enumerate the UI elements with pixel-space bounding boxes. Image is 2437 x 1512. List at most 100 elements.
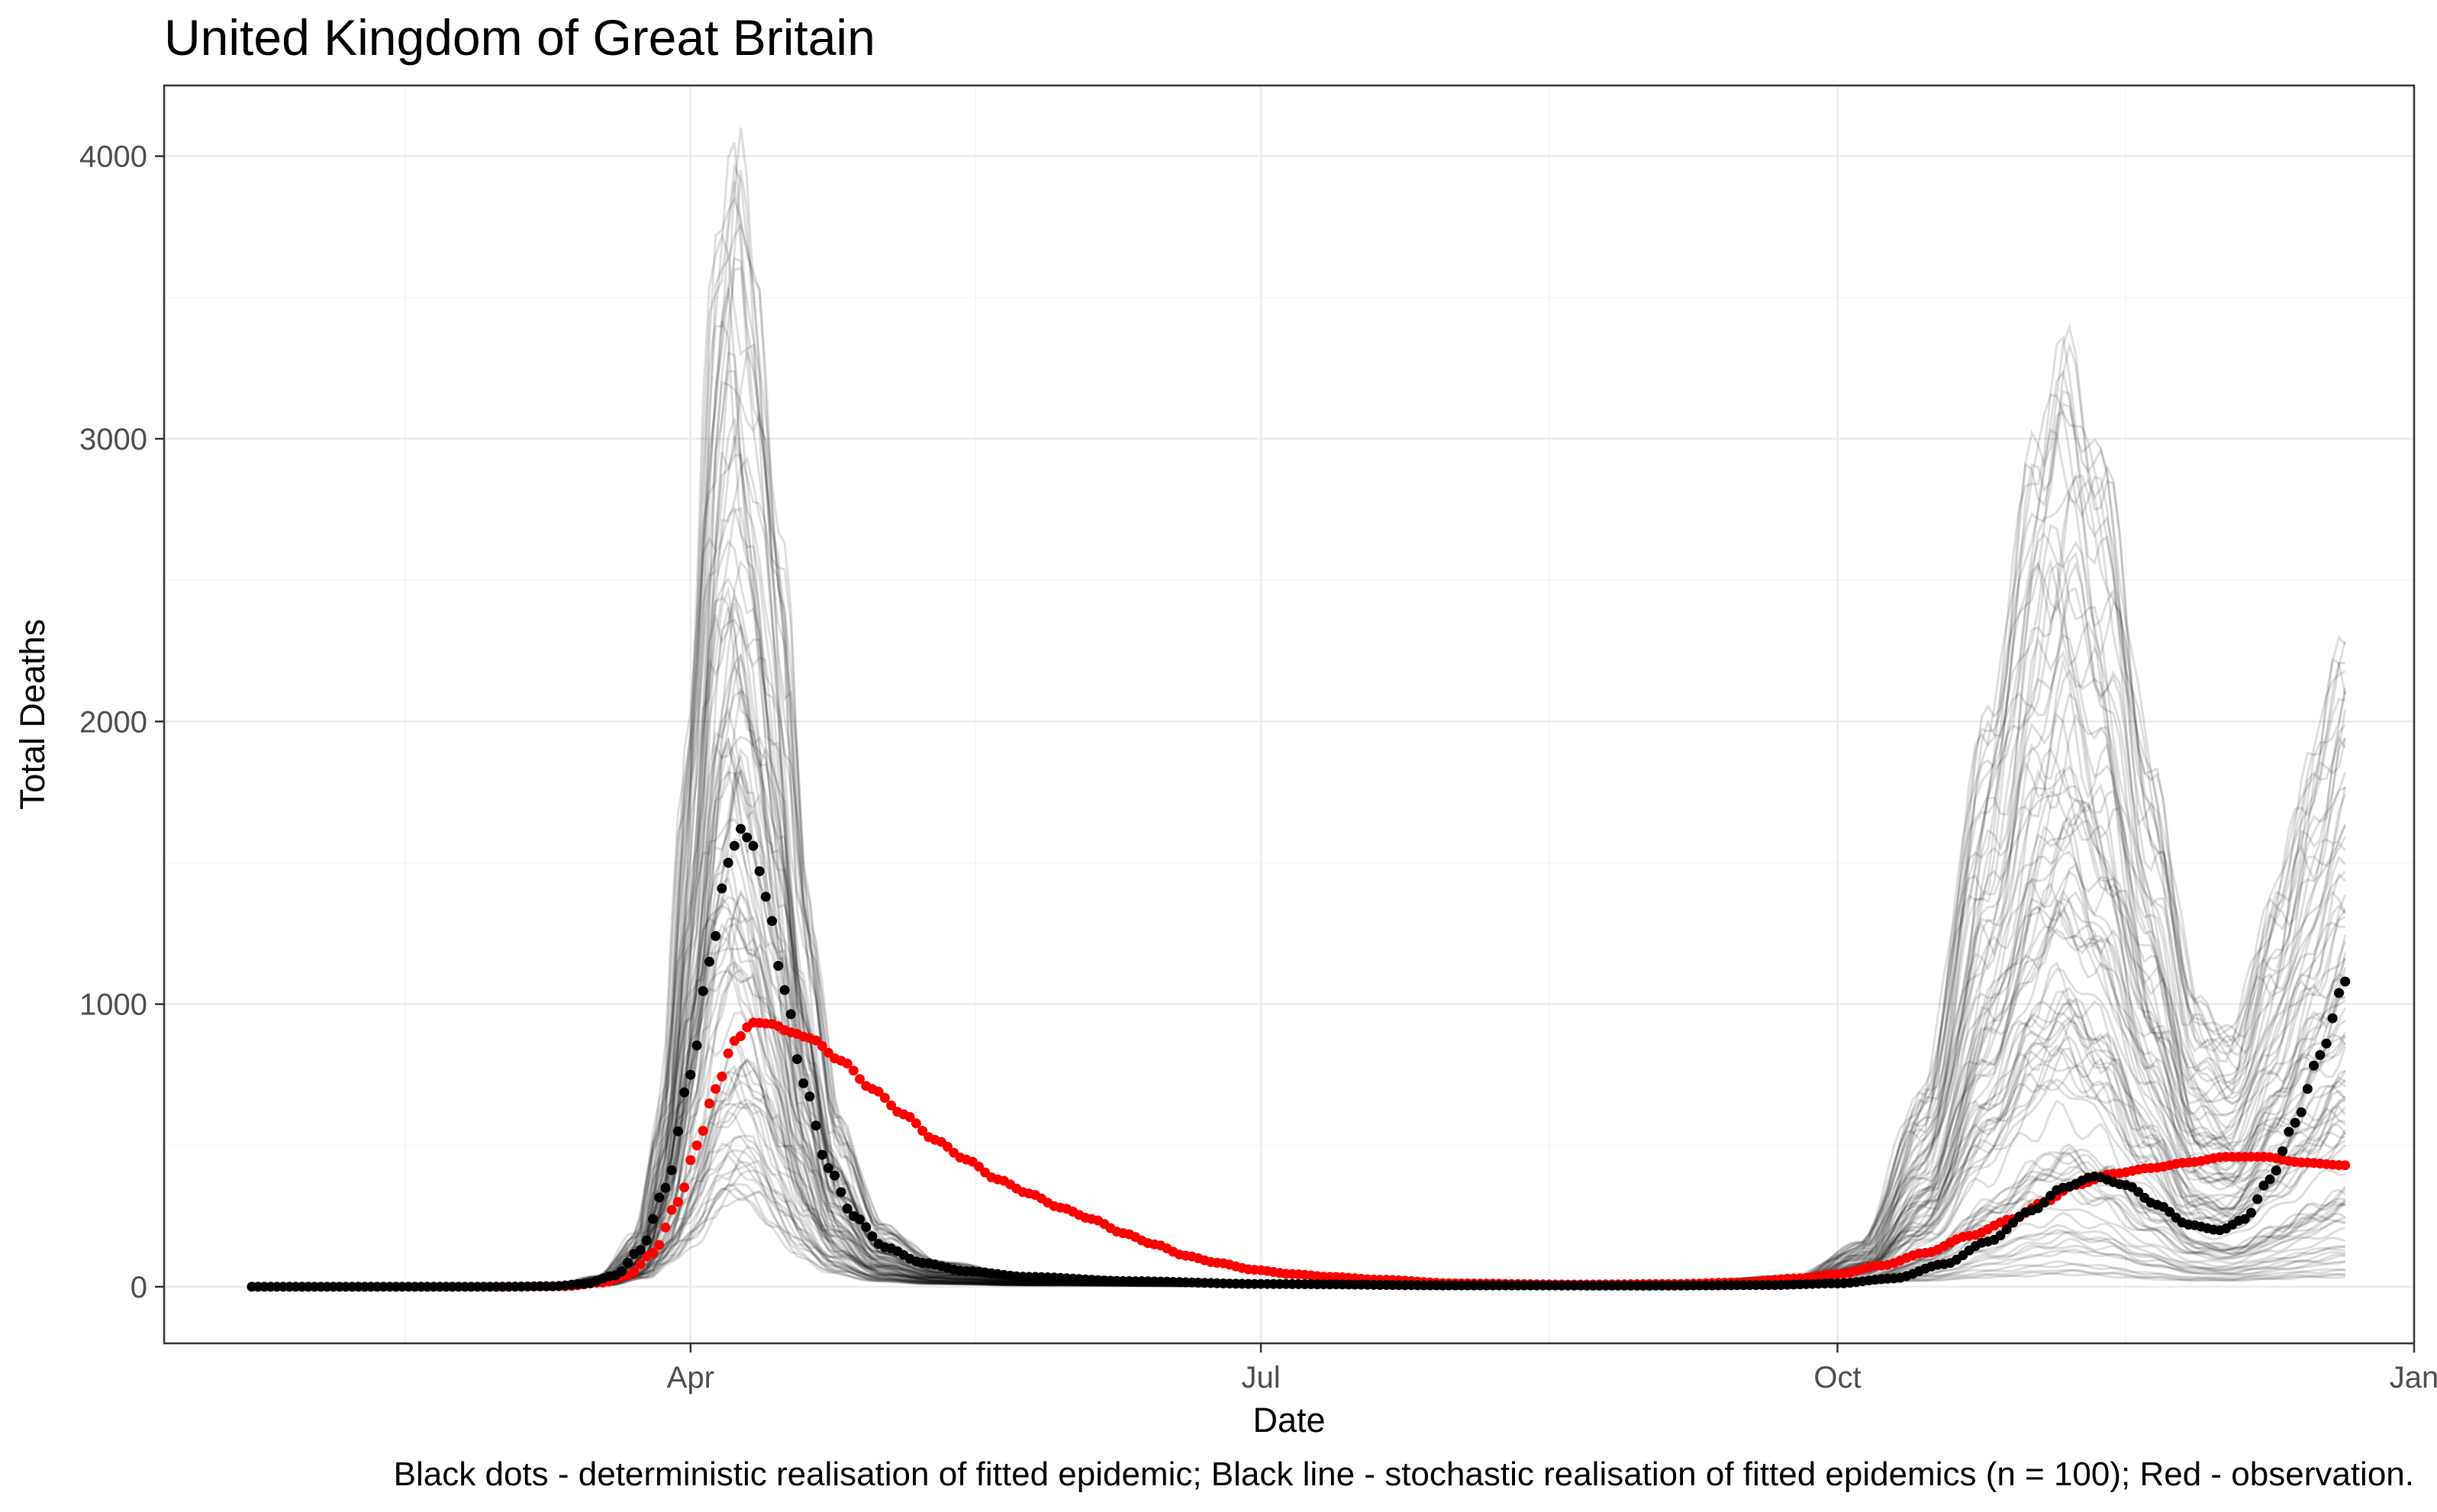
observation-dot (2340, 1160, 2351, 1171)
y-tick-label: 0 (131, 1271, 147, 1304)
deterministic-dot (2296, 1107, 2306, 1117)
observation-dot (917, 1126, 928, 1136)
deterministic-dot (660, 1182, 671, 1193)
deterministic-dot (711, 930, 721, 941)
observation-dot (666, 1204, 677, 1215)
observation-dot (654, 1240, 665, 1250)
deterministic-dot (2315, 1049, 2326, 1060)
deterministic-dot (654, 1192, 665, 1203)
y-axis-title: Total Deaths (13, 619, 52, 810)
y-tick-label: 1000 (79, 988, 147, 1022)
deterministic-dot (672, 1126, 683, 1136)
deterministic-dot (791, 1054, 802, 1065)
plot-border (163, 84, 2416, 1345)
observation-dot (685, 1155, 696, 1165)
observation-dot (855, 1074, 865, 1085)
observation-dot (660, 1222, 671, 1233)
plot-panel (164, 85, 2414, 1343)
deterministic-dot (2265, 1174, 2275, 1185)
deterministic-dot (2165, 1207, 2175, 1217)
deterministic-dot (773, 960, 784, 971)
deterministic-dot (648, 1214, 658, 1224)
deterministic-dot (2239, 1214, 2250, 1224)
observation-dot (904, 1112, 915, 1122)
deterministic-dot (617, 1266, 627, 1277)
deterministic-dot (2271, 1165, 2281, 1176)
deterministic-dot (666, 1165, 677, 1175)
deterministic-dot (767, 916, 777, 927)
grid-minor (164, 85, 2414, 1343)
deterministic-dot (867, 1231, 878, 1242)
deterministic-dot (2246, 1207, 2256, 1218)
deterministic-dot (2284, 1127, 2294, 1137)
chart-title: United Kingdom of Great Britain (164, 9, 875, 66)
observation-dot (717, 1071, 727, 1082)
deterministic-dot (2340, 976, 2351, 987)
deterministic-dot (742, 832, 753, 843)
observation-dot (691, 1140, 702, 1151)
deterministic-dot (2302, 1084, 2313, 1095)
deterministic-dot (2133, 1187, 2144, 1198)
deterministic-dot (855, 1214, 865, 1225)
deterministic-dot (685, 1069, 696, 1080)
observation-dot (842, 1059, 853, 1069)
x-tick-label: Oct (1813, 1361, 1861, 1394)
deterministic-dot (754, 866, 765, 876)
observation-dot (679, 1182, 690, 1193)
deterministic-dot (2334, 988, 2344, 998)
y-tick-label: 4000 (79, 140, 147, 174)
y-axis: 0 1000 2000 3000 4000 (79, 140, 164, 1304)
deterministic-dot (2258, 1180, 2269, 1191)
deterministic-dot (635, 1245, 646, 1256)
deterministic-dot (717, 883, 727, 894)
x-tick-label: Jul (1241, 1361, 1280, 1394)
deterministic-dot (785, 1009, 796, 1020)
deterministic-dot (2309, 1060, 2319, 1071)
deterministic-dot (748, 840, 759, 851)
deterministic-dot (704, 956, 714, 967)
chart-caption: Black dots - deterministic realisation o… (394, 1456, 2414, 1493)
deterministic-dot (836, 1187, 846, 1198)
deterministic-dot (804, 1091, 815, 1102)
observation-dot (736, 1031, 746, 1041)
deterministic-dot (2039, 1198, 2049, 1207)
deterministic-dot (2252, 1194, 2263, 1204)
observation-dot (635, 1259, 646, 1269)
observation-dot (823, 1047, 833, 1058)
deterministic-dot (698, 986, 708, 996)
deterministic-dot (679, 1087, 690, 1098)
deterministic-dot (2277, 1146, 2288, 1156)
observation-dot (848, 1065, 859, 1076)
deterministic-dots (247, 824, 2351, 1292)
y-tick-label: 3000 (79, 423, 147, 456)
deterministic-dot (2001, 1224, 2012, 1235)
x-tick-label: Jan (2390, 1361, 2437, 1394)
x-axis-title: Date (1252, 1401, 1325, 1439)
deterministic-dot (861, 1222, 872, 1233)
deterministic-dot (691, 1040, 702, 1051)
deterministic-dot (798, 1078, 809, 1088)
deterministic-dot (641, 1235, 652, 1246)
deterministic-dot (2008, 1217, 2018, 1228)
observation-dot (698, 1126, 708, 1136)
deterministic-dot (823, 1162, 833, 1173)
deterministic-dot (736, 824, 746, 834)
observation-dot (723, 1048, 733, 1059)
observation-dot (672, 1197, 683, 1207)
observation-dot (711, 1084, 721, 1095)
observation-dot (873, 1086, 884, 1097)
observation-dot (911, 1118, 921, 1129)
observation-dot (943, 1142, 953, 1152)
observation-dot (629, 1267, 640, 1277)
deterministic-dot (1995, 1230, 2006, 1241)
deterministic-dot (830, 1170, 840, 1181)
deterministic-dot (811, 1120, 821, 1131)
observation-dot (974, 1161, 984, 1172)
deterministic-dot (2321, 1038, 2332, 1049)
deterministic-dot (760, 891, 771, 902)
observation-dot (648, 1248, 658, 1258)
y-tick-label: 2000 (79, 705, 147, 739)
deterministic-dot (623, 1258, 633, 1268)
deterministic-dot (723, 857, 733, 868)
